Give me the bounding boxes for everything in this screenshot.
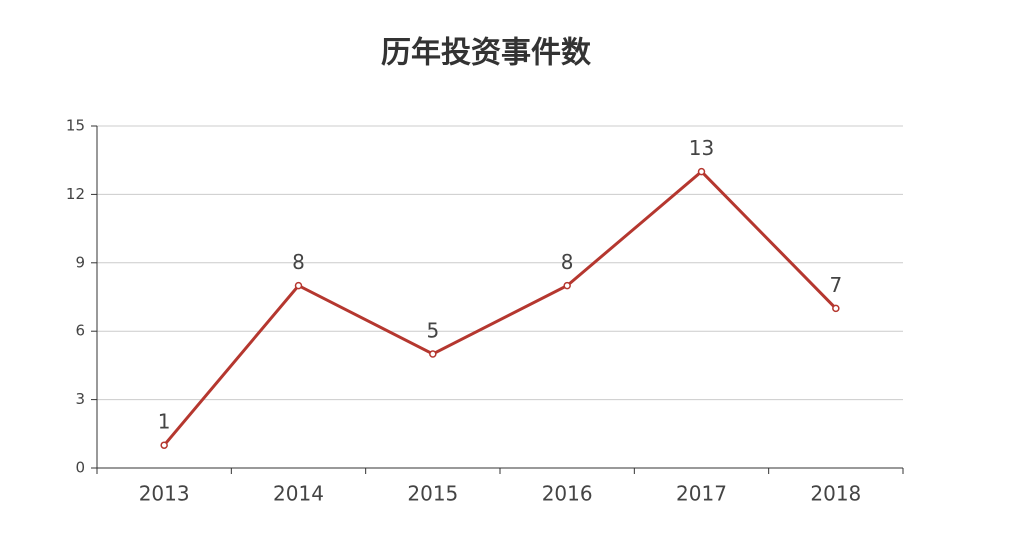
- x-tick-label: 2015: [407, 482, 458, 506]
- value-label: 5: [426, 319, 439, 343]
- line: [163, 169, 837, 447]
- x-tick-label: 2016: [542, 482, 593, 506]
- value-label: 7: [829, 273, 842, 297]
- point: [563, 281, 571, 290]
- chart-title: 历年投资事件数: [381, 36, 592, 71]
- point: [160, 441, 168, 449]
- value-label: 8: [561, 250, 574, 274]
- y-tick-label: 0: [75, 459, 85, 477]
- point: [697, 167, 706, 176]
- point: [294, 281, 303, 290]
- point: [429, 350, 437, 358]
- value-label: 8: [292, 250, 305, 274]
- value-label: 1: [158, 410, 171, 434]
- x-tick-label: 2014: [273, 482, 324, 506]
- value-label: 13: [689, 136, 714, 160]
- x-tick-label: 2017: [676, 482, 727, 506]
- point: [832, 304, 840, 313]
- y-tick-label: 3: [75, 390, 85, 408]
- y-tick-label: 6: [75, 322, 85, 340]
- y-tick-label: 12: [66, 185, 85, 203]
- x-tick-label: 2013: [139, 482, 190, 506]
- x-tick-label: 2018: [810, 482, 861, 506]
- y-tick-label: 15: [66, 117, 85, 135]
- y-tick-label: 9: [75, 253, 85, 271]
